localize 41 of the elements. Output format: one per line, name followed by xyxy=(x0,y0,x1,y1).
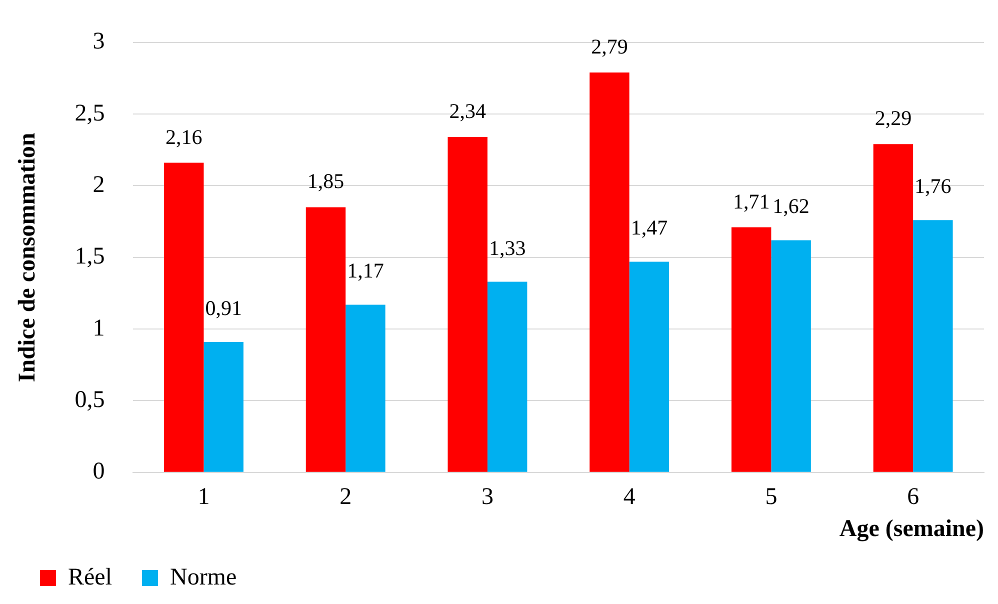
data-label: 1,76 xyxy=(914,174,952,198)
bar xyxy=(164,162,204,472)
bar xyxy=(913,220,953,472)
y-tick-label: 1,5 xyxy=(74,244,105,270)
legend-label: Norme xyxy=(170,564,237,590)
y-tick-label: 1 xyxy=(92,315,105,342)
bar xyxy=(448,137,488,472)
x-axis-title: Age (semaine) xyxy=(839,516,984,542)
data-label: 1,17 xyxy=(347,258,384,283)
bar xyxy=(346,304,386,472)
bar xyxy=(487,282,528,472)
y-axis-title: Indice de consommation xyxy=(14,132,41,382)
bar xyxy=(629,262,670,472)
bar xyxy=(204,342,244,472)
y-tick-label: 0 xyxy=(92,458,105,485)
data-label: 1,47 xyxy=(630,216,668,240)
legend-label: Réel xyxy=(68,564,112,590)
data-label: 2,16 xyxy=(165,124,202,149)
data-label: 1,62 xyxy=(772,194,810,218)
y-tick-label: 2 xyxy=(92,172,105,198)
x-tick-label: 1 xyxy=(198,484,210,510)
bar xyxy=(590,72,630,472)
x-tick-label: 2 xyxy=(340,484,352,510)
data-label: 1,85 xyxy=(307,169,344,194)
x-tick-label: 6 xyxy=(907,484,920,510)
bar xyxy=(771,240,811,472)
x-tick-label: 5 xyxy=(765,484,778,510)
y-tick-label: 0,5 xyxy=(74,387,105,414)
data-label: 1,71 xyxy=(732,189,770,214)
bar xyxy=(731,227,772,472)
data-label: 1,33 xyxy=(488,236,526,260)
x-tick-label: 4 xyxy=(623,484,636,510)
data-label: 2,34 xyxy=(449,99,486,124)
y-tick-label: 2,5 xyxy=(74,100,105,126)
bar xyxy=(873,144,914,472)
y-tick-label: 3 xyxy=(92,28,105,55)
data-label: 2,79 xyxy=(591,34,628,59)
bar xyxy=(306,207,346,472)
data-label: 0,91 xyxy=(205,296,242,320)
x-tick-label: 3 xyxy=(481,484,494,510)
data-label: 2,29 xyxy=(874,106,912,130)
